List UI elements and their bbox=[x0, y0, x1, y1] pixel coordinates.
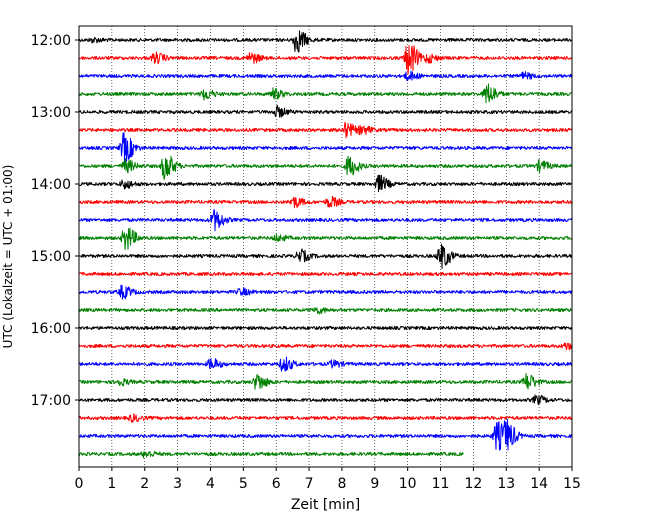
y-tick-label: 15:00 bbox=[31, 249, 71, 265]
seismic-trace-line bbox=[78, 70, 573, 82]
y-axis-title: UTC (Lokalzeit = UTC + 01:00) bbox=[1, 165, 15, 349]
plot-frame bbox=[78, 25, 573, 468]
seismic-trace-line bbox=[78, 372, 573, 390]
seismic-trace-line bbox=[78, 284, 573, 300]
y-tick-label: 12:00 bbox=[31, 33, 71, 49]
x-axis-ticks: 0 1 2 3 4 5 6 7 8 9 10 11 12 13 14 15 bbox=[75, 467, 581, 492]
x-axis-title: Zeit [min] bbox=[291, 497, 360, 513]
x-tick-label: 11 bbox=[432, 476, 450, 492]
x-tick-label: 6 bbox=[272, 476, 281, 492]
seismic-trace-line bbox=[78, 227, 573, 251]
x-tick-label: 8 bbox=[337, 476, 346, 492]
seismic-trace-line bbox=[78, 121, 573, 139]
x-tick-label: 9 bbox=[370, 476, 379, 492]
seismic-trace-line bbox=[78, 307, 573, 315]
x-tick-label: 3 bbox=[173, 476, 182, 492]
seismic-trace-line bbox=[78, 394, 573, 406]
x-tick-label: 7 bbox=[305, 476, 314, 492]
seismic-trace-line bbox=[78, 132, 573, 163]
seismic-trace-line bbox=[78, 243, 573, 270]
seismic-trace-line bbox=[78, 195, 573, 209]
seismic-trace-line bbox=[78, 30, 573, 53]
y-axis-ticks: 12:00 13:00 14:00 15:00 16:00 17:00 bbox=[31, 33, 79, 409]
x-tick-label: 12 bbox=[464, 476, 482, 492]
x-tick-label: 0 bbox=[75, 476, 84, 492]
x-tick-label: 2 bbox=[140, 476, 149, 492]
seismic-trace-line bbox=[78, 174, 573, 193]
x-tick-label: 15 bbox=[563, 476, 581, 492]
seismic-trace-line bbox=[78, 271, 573, 277]
x-tick-label: 1 bbox=[107, 476, 116, 492]
seismic-trace-line bbox=[78, 83, 573, 104]
seismic-traces bbox=[78, 30, 573, 459]
x-tick-label: 4 bbox=[206, 476, 215, 492]
seismic-trace-line bbox=[78, 413, 573, 423]
x-tick-label: 14 bbox=[530, 476, 548, 492]
seismic-trace-line bbox=[78, 356, 573, 372]
y-tick-label: 13:00 bbox=[31, 105, 71, 121]
seismic-trace-line bbox=[78, 342, 573, 351]
seismic-trace-line bbox=[78, 45, 573, 75]
x-tick-label: 10 bbox=[399, 476, 417, 492]
seismic-trace-line bbox=[78, 325, 573, 331]
y-tick-label: 14:00 bbox=[31, 177, 71, 193]
seismic-trace-line bbox=[78, 450, 464, 459]
seismic-trace-line bbox=[78, 418, 573, 451]
y-tick-label: 16:00 bbox=[31, 321, 71, 337]
x-tick-label: 13 bbox=[497, 476, 515, 492]
seismic-trace-line bbox=[78, 209, 573, 232]
x-tick-label: 5 bbox=[239, 476, 248, 492]
y-tick-label: 17:00 bbox=[31, 393, 71, 409]
seismic-trace-line bbox=[78, 105, 573, 118]
seismic-trace-line bbox=[78, 155, 573, 180]
